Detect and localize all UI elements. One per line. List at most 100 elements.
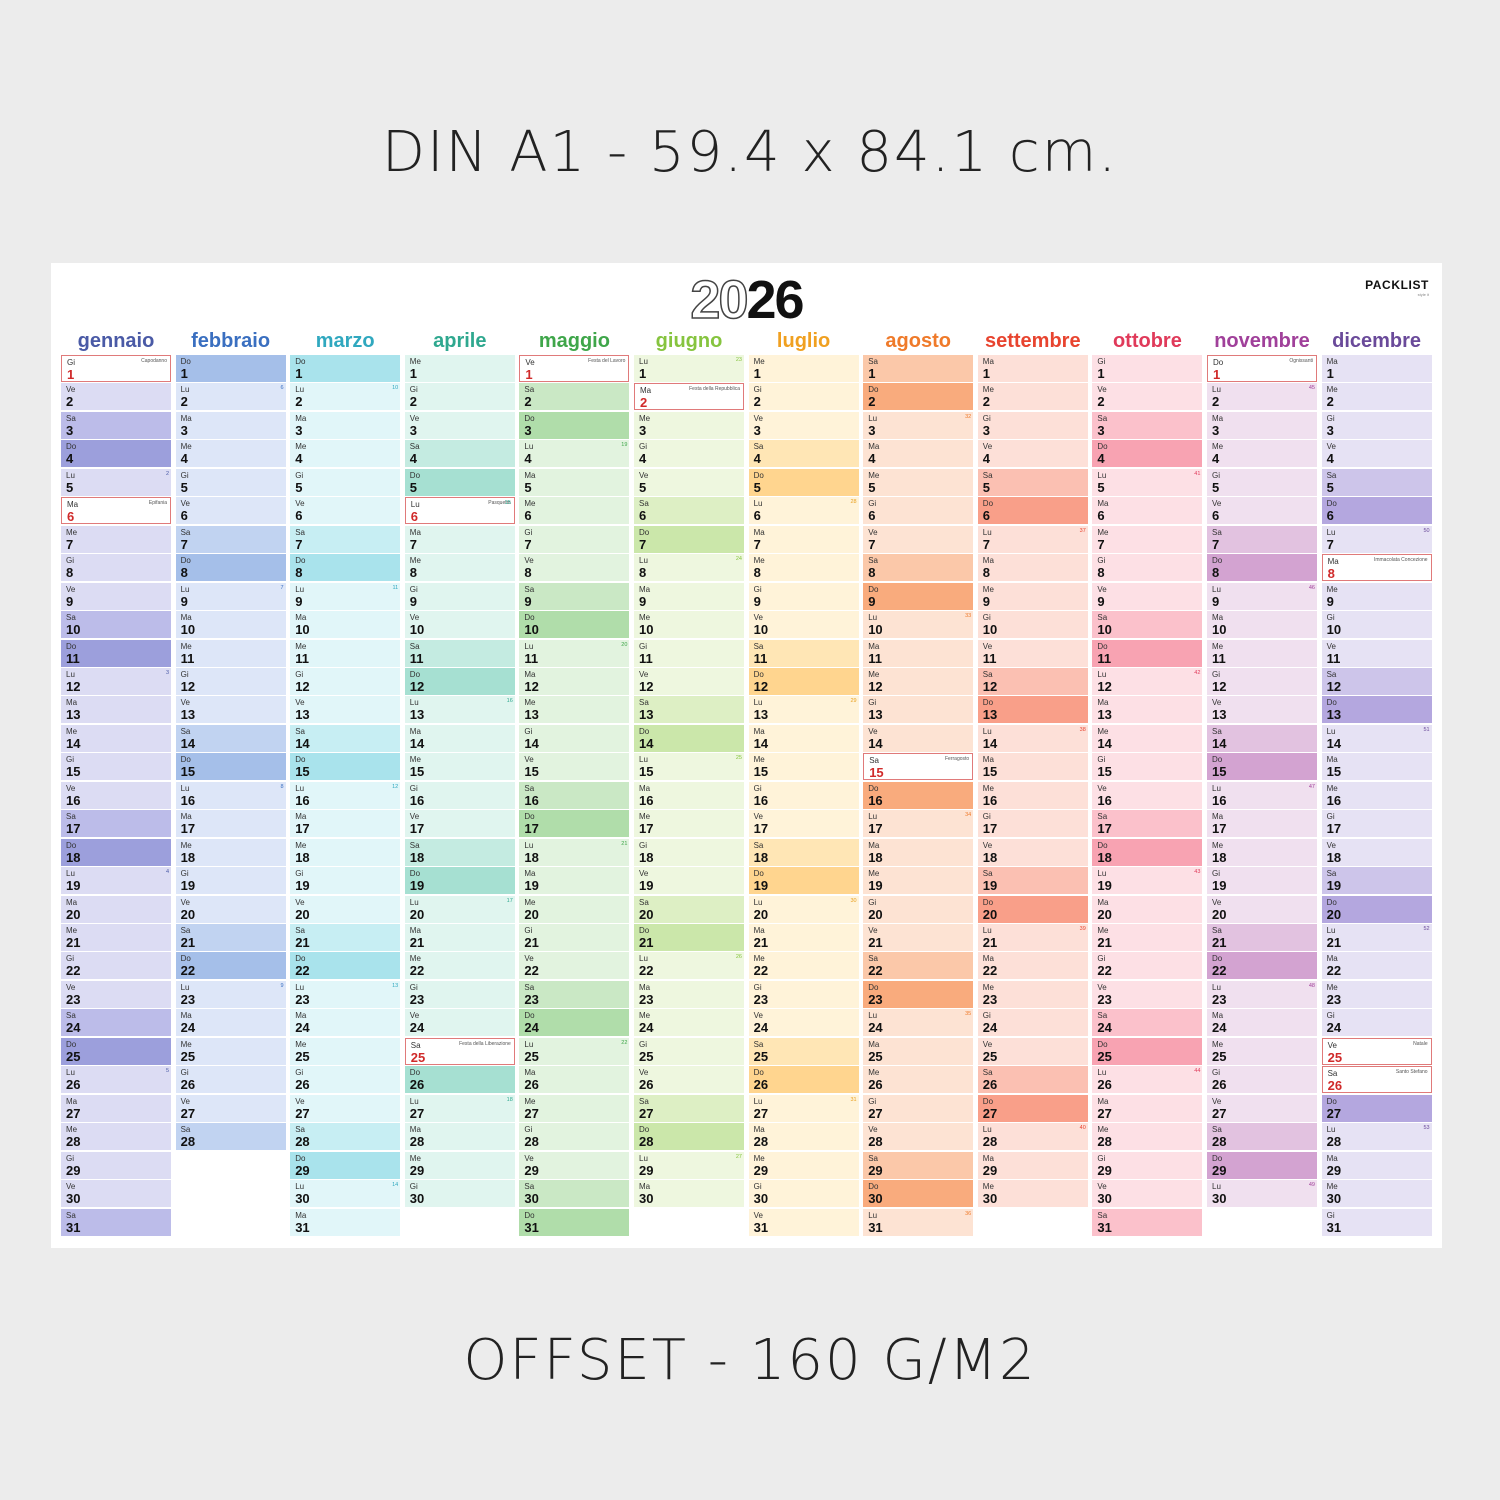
weekday-label: Sa xyxy=(180,726,191,736)
day-cell: Lu 16 8 xyxy=(175,781,286,809)
week-number: 8 xyxy=(280,783,284,790)
day-number: 16 xyxy=(66,792,81,808)
week-number: 49 xyxy=(1308,1182,1315,1189)
day-cell: Do 22 xyxy=(175,952,286,980)
day-number: 8 xyxy=(295,565,303,581)
day-cell: Lu 21 39 xyxy=(977,924,1088,951)
day-cell: Gi 8 xyxy=(61,554,171,582)
day-number: 4 xyxy=(982,451,991,467)
month-title: febbraio xyxy=(191,330,271,352)
day-cell: Ve 2 xyxy=(1092,383,1203,411)
day-number: 17 xyxy=(1212,821,1227,837)
weekday-label: Do xyxy=(295,954,306,964)
weekday-label: Lu xyxy=(982,1125,992,1135)
day-cell: Gi 26 xyxy=(175,1066,286,1094)
weekday-label: Ma xyxy=(67,500,79,510)
day-number: 9 xyxy=(1097,593,1105,609)
day-cell: Gi 21 xyxy=(519,924,630,951)
weekday-label: Lu xyxy=(868,1210,878,1220)
weekday-label: Me xyxy=(1212,1039,1224,1049)
weekday-label: Sa xyxy=(1097,812,1108,822)
weekday-label: Do xyxy=(524,613,535,623)
day-number: 10 xyxy=(868,622,883,638)
day-cell: Do 5 xyxy=(404,468,515,496)
week-number: 14 xyxy=(392,1182,399,1189)
day-number: 30 xyxy=(1212,1191,1227,1207)
brand-name: PACKLIST xyxy=(1365,278,1429,292)
day-number: 7 xyxy=(982,536,991,552)
day-number: 2 xyxy=(868,394,876,410)
day-cell: Do 30 xyxy=(863,1180,974,1208)
day-number: 17 xyxy=(180,821,196,837)
day-number: 31 xyxy=(524,1219,539,1235)
day-cell: Do 6 xyxy=(977,497,1088,525)
day-number: 12 xyxy=(639,678,654,694)
day-number: 21 xyxy=(1326,935,1342,950)
day-number: 9 xyxy=(868,593,876,609)
day-cell: Lu 10 33 xyxy=(863,611,974,639)
weekday-label: Sa xyxy=(524,1182,535,1192)
week-number: 35 xyxy=(965,1011,972,1018)
day-cell: Do 21 xyxy=(634,924,744,951)
weekday-label: Ma xyxy=(639,1182,651,1192)
day-number: 14 xyxy=(180,735,196,751)
day-number: 21 xyxy=(524,935,539,950)
weekday-label: Ve xyxy=(1212,897,1222,907)
weekday-label: Me xyxy=(409,357,421,366)
weekday-label: Ma xyxy=(868,1039,880,1049)
weekday-label: Gi xyxy=(868,897,877,907)
weekday-label: Gi xyxy=(982,413,991,423)
day-cell: Gi 6 xyxy=(863,497,974,525)
weekday-label: Sa xyxy=(982,470,993,480)
weekday-label: Me xyxy=(524,499,536,509)
day-cell: Ma 22 xyxy=(1321,952,1432,980)
day-number: 7 xyxy=(66,536,74,552)
day-number: 19 xyxy=(1326,878,1342,894)
weekday-label: Me xyxy=(868,1068,880,1078)
day-number: 3 xyxy=(295,422,303,438)
weekday-label: Lu xyxy=(410,500,420,510)
day-number: 10 xyxy=(1326,622,1342,638)
day-cell: Sa 13 xyxy=(634,696,744,724)
day-number: 5 xyxy=(180,479,188,495)
day-number: 7 xyxy=(639,536,647,552)
day-number: 18 xyxy=(1097,849,1112,865)
weekday-label: Ve xyxy=(180,499,190,509)
weekday-label: Gi xyxy=(295,669,304,679)
day-cell: Gi 12 xyxy=(290,667,401,695)
day-cell: Ma 24 xyxy=(1207,1009,1317,1037)
weekday-label: Sa xyxy=(639,897,649,907)
day-number: 2 xyxy=(1212,394,1220,410)
weekday-label: Me xyxy=(1097,926,1109,935)
day-number: 11 xyxy=(1326,650,1341,666)
weekday-label: Gi xyxy=(982,812,991,822)
day-number: 6 xyxy=(982,508,991,524)
day-cell: Sa 21 xyxy=(1207,924,1317,951)
day-cell: Me 25 xyxy=(1207,1037,1317,1065)
weekday-label: Ma xyxy=(868,840,880,850)
day-cell: Sa 7 xyxy=(1207,525,1317,553)
weekday-label: Gi xyxy=(639,840,647,850)
day-number: 28 xyxy=(639,1134,654,1150)
day-number: 2 xyxy=(295,394,303,410)
wall-calendar-poster: 2026 PACKLIST style it gennaio Gi 1 Capodan… xyxy=(51,263,1442,1248)
day-number: 3 xyxy=(1326,422,1334,438)
day-number: 3 xyxy=(1097,422,1105,438)
day-cell: Me 15 xyxy=(748,753,859,781)
day-cell: Lu 23 9 xyxy=(175,980,286,1008)
day-cell: Ma 19 xyxy=(519,867,630,895)
day-number: 19 xyxy=(524,878,539,894)
weekday-label: Ma xyxy=(180,413,192,423)
day-number: 11 xyxy=(1212,650,1226,666)
day-number: 10 xyxy=(180,622,196,638)
brand-logo: PACKLIST style it xyxy=(1365,278,1429,297)
weekday-label: Ma xyxy=(982,954,994,964)
day-cell: Lu 6 Pasquetta 15 xyxy=(404,497,515,525)
day-cell: Gi 29 xyxy=(1092,1151,1203,1179)
weekday-label: Ve xyxy=(66,1182,76,1192)
day-number: 3 xyxy=(66,422,74,438)
weekday-label: Gi xyxy=(1097,954,1106,964)
weekday-label: Me xyxy=(982,982,994,992)
weekday-label: Ve xyxy=(753,1011,763,1021)
day-number: 30 xyxy=(66,1191,81,1207)
